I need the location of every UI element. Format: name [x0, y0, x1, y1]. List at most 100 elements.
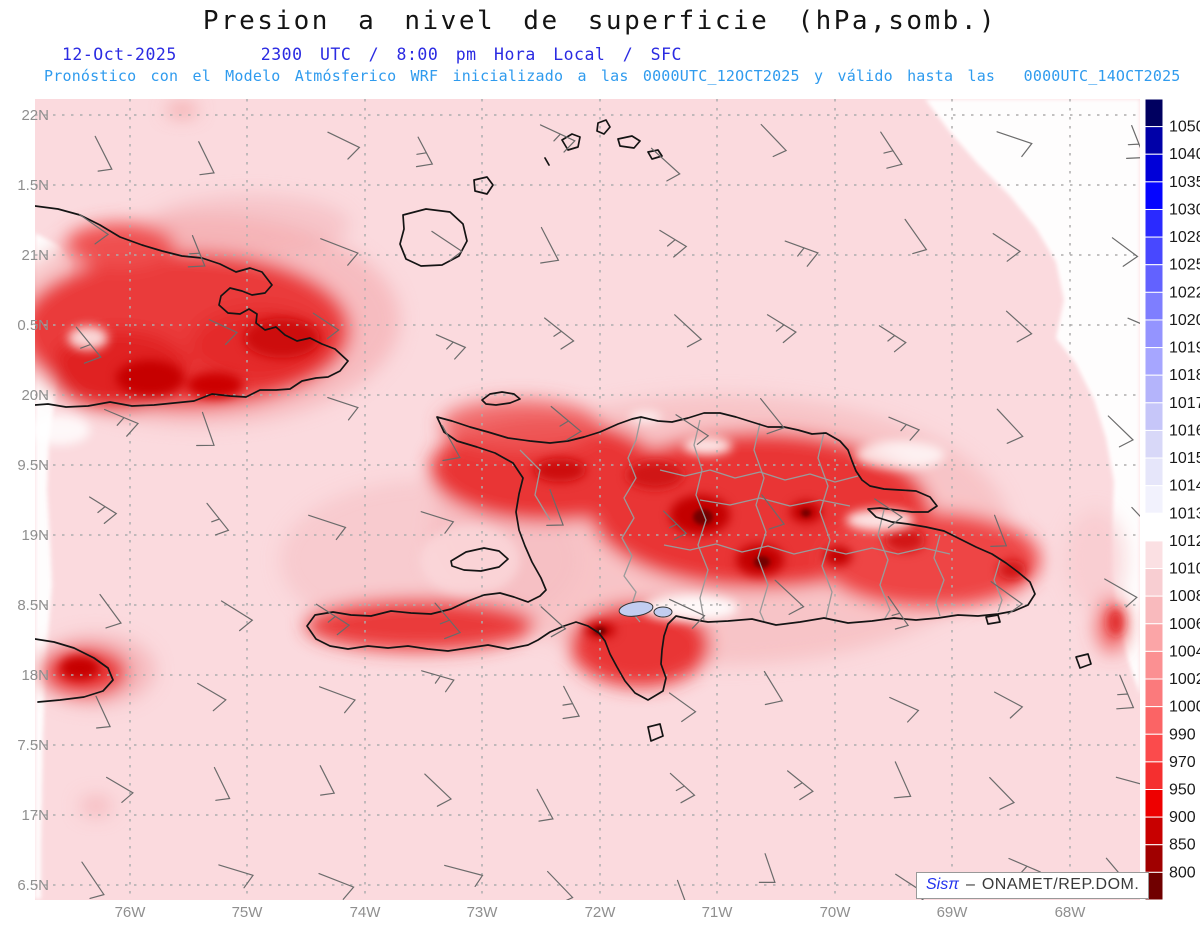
wind-barb: [668, 692, 697, 723]
lat-tick-label: 17N: [21, 807, 49, 824]
wind-barb: [536, 788, 554, 822]
wind-barb: [89, 496, 118, 524]
wind-barb: [312, 312, 340, 340]
wind-barb: [318, 873, 355, 900]
colorbar-tick-label: 1012: [1169, 533, 1200, 550]
wind-barb: [220, 600, 254, 632]
colorbar-cell: [1144, 650, 1164, 680]
wind-barb: [320, 238, 359, 266]
colorbar-tick-label: 1040: [1169, 146, 1200, 163]
wind-barb: [198, 141, 215, 176]
wind-barb: [763, 670, 784, 706]
colorbar-tick-label: 1006: [1169, 616, 1200, 633]
wind-barb: [992, 233, 1022, 262]
colorbar-tick-label: 950: [1169, 782, 1196, 799]
wind-barb: [663, 510, 688, 540]
wind-barb: [996, 408, 1024, 444]
haiti-dr-border: [621, 416, 642, 623]
wind-barb: [308, 514, 347, 541]
colorbar-tick-label: 1030: [1169, 201, 1200, 218]
colorbar-tick-label: 1004: [1169, 643, 1200, 660]
wind-barb: [197, 682, 227, 712]
longitude-axis: 76W 75W 74W 73W 72W 71W 70W 69W 68W: [115, 904, 1087, 921]
lon-tick-label: 74W: [350, 904, 382, 921]
white-pressure-region-west: [35, 233, 72, 899]
wind-barb: [75, 326, 102, 364]
wind-barb: [888, 416, 921, 441]
gonave-island: [450, 547, 509, 572]
wind-barb: [1005, 310, 1033, 343]
lat-tick-label: 6.5N: [17, 877, 49, 894]
lat-tick-label: 19N: [21, 527, 49, 544]
wind-barb: [994, 691, 1024, 719]
colorbar-cell: [1144, 236, 1164, 266]
wind-barb: [327, 131, 361, 160]
wind-barb: [674, 314, 703, 348]
wind-barb: [435, 334, 467, 360]
wind-barb: [787, 770, 814, 801]
colorbar-tick-label: 1050: [1169, 119, 1200, 136]
lat-tick-label: 20N: [21, 387, 49, 404]
wind-barb: [784, 240, 819, 267]
wind-barb: [99, 593, 122, 629]
wind-barb: [327, 397, 359, 421]
colorbar-tick-label: 1014: [1169, 478, 1200, 495]
wind-barb: [669, 598, 706, 629]
wind-barb: [996, 131, 1033, 158]
colorbar-tick-label: 1015: [1169, 450, 1200, 467]
wind-barb: [319, 686, 356, 714]
wind-barb: [893, 761, 912, 799]
wind-barb: [990, 514, 1008, 547]
lat-lon-grid: [35, 99, 1140, 900]
lon-tick-label: 75W: [232, 904, 264, 921]
colorbar-tick-label: 1002: [1169, 671, 1200, 688]
date-label: 12-Oct-2025: [62, 45, 177, 64]
wind-barb: [441, 425, 461, 462]
wind-barb: [1115, 776, 1140, 785]
latitude-axis: 22N 1.5N 21N 0.5N 20N 9.5N 19N 8.5N 18N 7.5N 17N 6.…: [17, 107, 49, 894]
colorbar-cell: [1144, 733, 1164, 763]
colorbar-tick-label: 1025: [1169, 257, 1200, 274]
beata-island: [647, 723, 664, 742]
wind-barb: [218, 864, 254, 889]
wind-barb: [904, 218, 928, 255]
wind-barb: [213, 766, 231, 801]
colorbar-cell: [1144, 429, 1164, 459]
wind-barb: [874, 498, 904, 529]
wind-barb: [887, 595, 910, 630]
white-pressure-region-ne: [925, 99, 1140, 695]
colorbar-cell: [1144, 623, 1164, 652]
wind-barb: [95, 695, 111, 729]
colorbar-tick-label: 850: [1169, 837, 1196, 854]
pressure-colorbar: 1050 1040 1035 1030 1028 1025 1022 1020 1019 1018…: [1144, 98, 1200, 901]
wind-barb: [94, 135, 113, 172]
caicos-islands: [544, 119, 663, 166]
colorbar-tick-label: 800: [1169, 864, 1196, 881]
wind-barb: [187, 235, 206, 268]
tortuga-island: [481, 391, 521, 406]
colorbar-tick-label: 1018: [1169, 367, 1200, 384]
lon-tick-label: 76W: [115, 904, 147, 921]
lat-tick-label: 21N: [21, 247, 49, 264]
lon-tick-label: 69W: [937, 904, 969, 921]
colorbar-cell: [1144, 374, 1164, 404]
colorbar-cell: [1144, 126, 1164, 155]
colorbar-cell: [1144, 181, 1164, 210]
wind-barb: [315, 603, 351, 636]
wind-barb: [760, 398, 785, 435]
watermark-badge: Sisπ – ONAMET/REP.DOM.: [916, 872, 1150, 899]
wind-barbs: [75, 123, 1140, 900]
colorbar-cell: [1144, 540, 1164, 570]
wind-barb: [206, 502, 230, 536]
lat-tick-label: 0.5N: [17, 317, 49, 334]
lat-tick-label: 7.5N: [17, 737, 49, 754]
wind-barb: [415, 136, 434, 168]
lat-tick-label: 22N: [21, 107, 49, 124]
colorbar-tick-label: 900: [1169, 809, 1196, 826]
wind-barb: [675, 414, 710, 445]
wind-barb: [421, 670, 455, 693]
colorbar-cell: [1144, 208, 1164, 238]
page-title: Presion a nivel de superficie (hPa,somb.…: [202, 6, 998, 36]
colorbar-cell: [1144, 291, 1164, 321]
